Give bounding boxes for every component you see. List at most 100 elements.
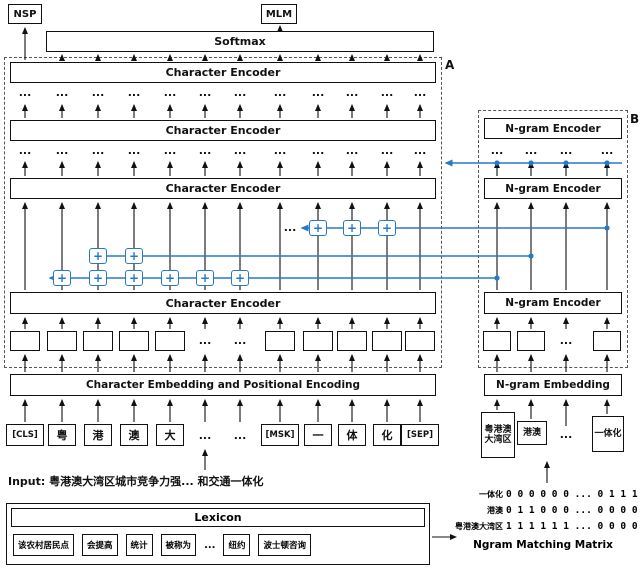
add-node: + <box>125 270 143 286</box>
matrix-row: 一体化 0 0 0 0 0 0 ... 0 1 1 1 <box>448 486 638 502</box>
token-ellipsis: ... <box>198 429 212 442</box>
char-embedding-ellipsis: ... <box>198 334 212 347</box>
matrix-row: 港澳 0 1 1 0 0 0 ... 0 0 0 0 <box>448 502 638 518</box>
layer-ellipsis: ... <box>127 144 141 157</box>
char-embedding-cell <box>119 331 149 351</box>
ngram-matching-matrix: 一体化 0 0 0 0 0 0 ... 0 1 1 1 港澳 0 1 1 0 0 0 … <box>448 486 638 552</box>
block-b-label: B <box>630 112 640 126</box>
layer-ellipsis: ... <box>380 144 394 157</box>
ngram-embedding-box: N-gram Embedding <box>484 374 622 396</box>
layer-ellipsis: ... <box>55 144 69 157</box>
matrix-row-values: 0 0 0 0 0 0 ... 0 1 1 1 <box>506 488 638 500</box>
softmax-box: Softmax <box>46 31 434 52</box>
layer-ellipsis: ... <box>198 144 212 157</box>
matrix-row-label: 粤港澳大湾区 <box>455 521 503 531</box>
input-token: 化 <box>373 424 401 446</box>
ngram-token: 一体化 <box>592 416 624 452</box>
add-node: + <box>125 248 143 264</box>
input-token: [CLS] <box>6 424 44 446</box>
add-node: + <box>53 270 71 286</box>
layer-ellipsis: ... <box>345 86 359 99</box>
input-token: 澳 <box>120 424 148 446</box>
ngram-embedding-ellipsis: ... <box>559 334 573 347</box>
lexicon-box: Lexicon 该农村居民点 会提高 统计 被称为... 纽约 波士顿咨询 <box>6 503 430 565</box>
input-sentence-line: Input: 粤港澳大湾区城市竞争力强... 和交通一体化 <box>8 473 264 489</box>
add-node: + <box>89 270 107 286</box>
ngram-embedding-cell <box>517 331 545 351</box>
character-embedding-box: Character Embedding and Positional Encod… <box>10 374 436 396</box>
layer-ellipsis: ... <box>380 86 394 99</box>
input-token: 体 <box>338 424 366 446</box>
layer-ellipsis: ... <box>91 144 105 157</box>
lexicon-entry: 波士顿咨询 <box>258 534 311 556</box>
character-encoder-layer: Character Encoder <box>10 120 436 141</box>
layer-ellipsis: ... <box>55 86 69 99</box>
matrix-row: 粤港澳大湾区 1 1 1 1 1 1 ... 0 0 0 0 <box>448 518 638 534</box>
layer-ellipsis: ... <box>600 144 614 157</box>
matrix-rows: 一体化 0 0 0 0 0 0 ... 0 1 1 1 港澳 0 1 1 0 0 0 … <box>448 486 638 534</box>
layer-ellipsis: ... <box>273 144 287 157</box>
layer-ellipsis: ... <box>559 144 573 157</box>
ngram-encoder-layer: N-gram Encoder <box>484 178 622 199</box>
lexicon-entry: 会提高 <box>82 534 118 556</box>
input-sentence-text: 粤港澳大湾区城市竞争力强... 和交通一体化 <box>49 475 264 488</box>
lexicon-entry: 被称为 <box>160 534 197 556</box>
layer-ellipsis: ... <box>127 86 141 99</box>
char-embedding-cell <box>265 331 295 351</box>
layer-ellipsis: ... <box>524 144 538 157</box>
input-token: 港 <box>84 424 112 446</box>
layer-ellipsis: ... <box>233 86 247 99</box>
layer-ellipsis: ... <box>413 144 427 157</box>
mlm-task-box: MLM <box>261 4 297 24</box>
char-embedding-cell <box>372 331 402 351</box>
layer-ellipsis: ... <box>311 144 325 157</box>
layer-ellipsis: ... <box>163 144 177 157</box>
ngram-encoder-layer-bottom: N-gram Encoder <box>484 292 622 314</box>
char-embedding-cell <box>47 331 77 351</box>
input-token: 一 <box>304 424 332 446</box>
char-embedding-cell <box>10 331 40 351</box>
layer-ellipsis: ... <box>345 144 359 157</box>
char-embedding-cell <box>83 331 113 351</box>
add-node: + <box>89 248 107 264</box>
input-prefix: Input: <box>8 475 46 488</box>
matrix-row-values: 0 1 1 0 0 0 ... 0 0 0 0 <box>506 504 638 516</box>
matrix-row-values: 1 1 1 1 1 1 ... 0 0 0 0 <box>506 520 638 532</box>
char-embedding-cell <box>155 331 185 351</box>
lexicon-title: Lexicon <box>11 508 425 527</box>
matrix-row-label: 一体化 <box>479 489 503 499</box>
add-node: + <box>309 220 327 236</box>
character-encoder-layer: Character Encoder <box>10 178 436 199</box>
lexicon-ellipsis: ... <box>204 539 216 551</box>
ngram-encoder-layer-top: N-gram Encoder <box>484 118 622 139</box>
add-node: + <box>343 220 361 236</box>
add-node: + <box>161 270 179 286</box>
layer-ellipsis: ... <box>18 144 32 157</box>
ngram-embedding-cell <box>483 331 511 351</box>
layer-ellipsis: ... <box>273 86 287 99</box>
ngram-token-ellipsis: ... <box>559 428 573 441</box>
layer-ellipsis: ... <box>198 86 212 99</box>
character-encoder-layer-bottom: Character Encoder <box>10 292 436 314</box>
character-encoder-block <box>4 57 442 368</box>
lexicon-entry: 纽约 <box>223 534 251 556</box>
layer-ellipsis: ... <box>311 86 325 99</box>
character-encoder-layer-top: Character Encoder <box>10 62 436 83</box>
add-node: + <box>231 270 249 286</box>
char-embedding-cell <box>405 331 435 351</box>
matrix-caption: Ngram Matching Matrix <box>473 539 613 551</box>
layer-ellipsis: ... <box>18 86 32 99</box>
input-token: 粤 <box>48 424 76 446</box>
block-a-label: A <box>445 58 455 72</box>
char-embedding-cell <box>337 331 367 351</box>
input-token: [MSK] <box>261 424 299 446</box>
nsp-task-box: NSP <box>8 4 42 24</box>
matrix-row-label: 港澳 <box>487 505 503 515</box>
layer-ellipsis: ... <box>490 144 504 157</box>
input-token: 大 <box>156 424 184 446</box>
layer-ellipsis: ... <box>233 144 247 157</box>
ngram-embedding-cell <box>593 331 621 351</box>
lexicon-entries: 该农村居民点 会提高 统计 被称为... 纽约 波士顿咨询 <box>7 527 429 556</box>
